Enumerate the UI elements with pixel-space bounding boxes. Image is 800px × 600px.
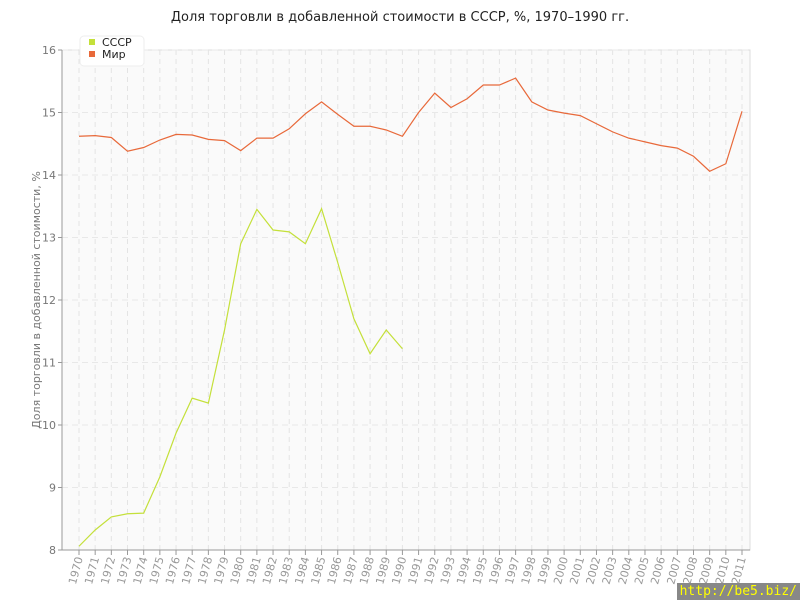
legend-swatch — [89, 51, 95, 57]
y-tick-label: 11 — [42, 357, 56, 370]
y-tick-label: 8 — [49, 544, 56, 557]
legend — [79, 35, 145, 67]
legend-swatch — [89, 39, 95, 45]
y-tick-label: 14 — [42, 169, 56, 182]
series-line-Мир — [78, 77, 743, 172]
y-tick-label: 15 — [42, 107, 56, 120]
y-tick-label: 10 — [42, 419, 56, 432]
y-tick-label: 12 — [42, 294, 56, 307]
legend-label: СССР — [102, 36, 132, 49]
y-axis-label: Доля торговли в добавленной стоимости, % — [30, 171, 43, 429]
chart-title: Доля торговли в добавленной стоимости в … — [170, 10, 630, 25]
y-tick-label: 9 — [49, 482, 56, 495]
y-tick-label: 16 — [42, 44, 56, 57]
legend-label: Мир — [102, 48, 126, 61]
y-tick-label: 13 — [42, 232, 56, 245]
watermark: http://be5.biz/ — [676, 583, 800, 600]
series-line-СССР — [78, 207, 403, 547]
